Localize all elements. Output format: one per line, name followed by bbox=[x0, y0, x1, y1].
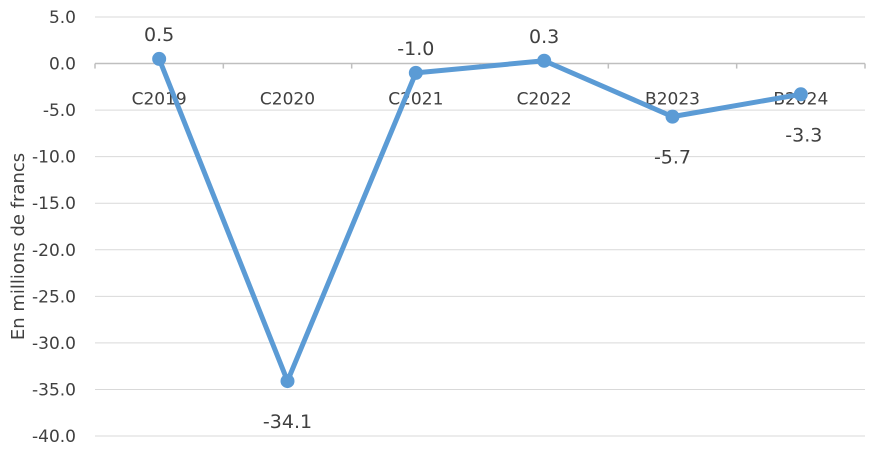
y-tick-label: -10.0 bbox=[32, 148, 76, 168]
data-point bbox=[152, 51, 167, 66]
series-line-path bbox=[156, 56, 804, 384]
x-tick-label: B2023 bbox=[645, 90, 700, 110]
y-tick-label: -25.0 bbox=[32, 287, 76, 307]
data-label: -3.3 bbox=[785, 124, 822, 146]
y-tick-labels: 5.0 0.0 -5.0 -10.0 -15.0 -20.0 -25.0 -30.0 -35.0… bbox=[32, 8, 76, 447]
data-label: 0.3 bbox=[529, 26, 559, 48]
data-label: -1.0 bbox=[397, 38, 434, 60]
data-point bbox=[537, 53, 552, 68]
x-tick-label: C2021 bbox=[388, 90, 443, 110]
y-tick-label: -35.0 bbox=[32, 380, 76, 400]
data-point bbox=[665, 109, 680, 124]
data-label: -34.1 bbox=[263, 411, 312, 433]
y-tick-label: 0.0 bbox=[49, 55, 76, 75]
y-tick-label: -30.0 bbox=[32, 334, 76, 354]
data-label: 0.5 bbox=[144, 24, 174, 46]
y-tick-label: -15.0 bbox=[32, 194, 76, 214]
data-label: -5.7 bbox=[654, 147, 691, 169]
y-tick-label: -40.0 bbox=[32, 427, 76, 446]
x-tick-label: C2020 bbox=[260, 90, 315, 110]
y-tick-label: -5.0 bbox=[43, 101, 76, 121]
x-tick-label: C2022 bbox=[517, 90, 572, 110]
y-axis-label: En millions de francs bbox=[8, 153, 29, 340]
data-points bbox=[152, 51, 808, 389]
gridlines bbox=[94, 16, 866, 437]
data-labels: 0.5 -34.1 -1.0 0.3 -5.7 -3.3 bbox=[144, 24, 822, 433]
y-tick-label: 5.0 bbox=[49, 8, 76, 28]
y-tick-label: -20.0 bbox=[32, 241, 76, 261]
data-point bbox=[408, 65, 423, 80]
data-point bbox=[793, 87, 808, 102]
data-point bbox=[280, 374, 295, 389]
series-line bbox=[156, 56, 804, 384]
